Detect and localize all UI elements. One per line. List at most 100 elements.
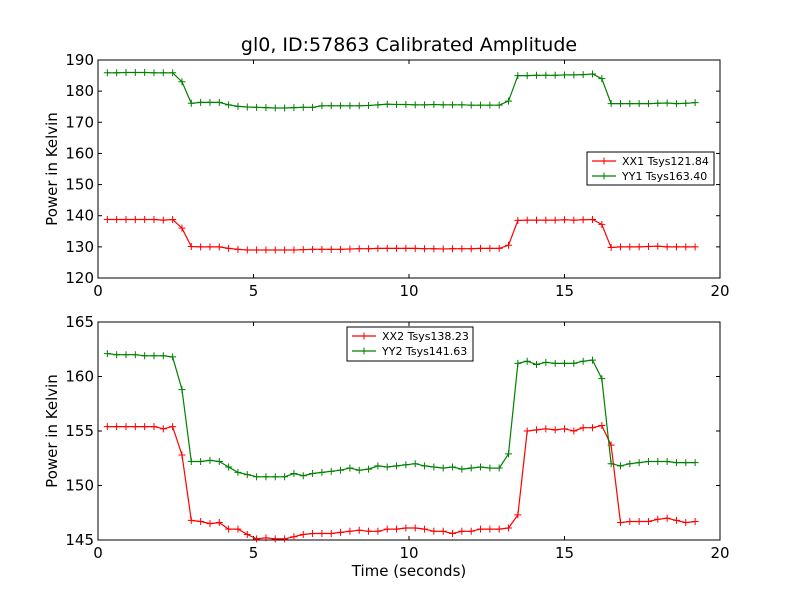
- data-point: [122, 215, 130, 223]
- data-point: [215, 243, 223, 251]
- data-point: [299, 472, 307, 480]
- data-point: [551, 216, 559, 224]
- data-point: [318, 102, 326, 110]
- chart-title: gl0, ID:57863 Calibrated Amplitude: [240, 34, 578, 56]
- data-point: [131, 351, 139, 359]
- x-tick-label: 0: [93, 282, 103, 300]
- data-point: [411, 524, 419, 532]
- data-point: [421, 101, 429, 109]
- data-point: [626, 243, 634, 251]
- data-point: [570, 71, 578, 79]
- data-point: [187, 243, 195, 251]
- data-point: [691, 243, 699, 251]
- data-point: [355, 466, 363, 474]
- data-point: [243, 246, 251, 254]
- data-point: [290, 104, 298, 112]
- data-point: [159, 69, 167, 77]
- data-point: [243, 471, 251, 479]
- data-point: [421, 245, 429, 253]
- data-point: [197, 458, 205, 466]
- data-point: [467, 101, 475, 109]
- data-point: [169, 69, 177, 77]
- y-tick-label: 155: [65, 422, 94, 440]
- data-point: [383, 100, 391, 108]
- series-2: [103, 350, 699, 481]
- legend-label: YY2 Tsys141.63: [381, 345, 467, 358]
- y-tick-label: 165: [65, 313, 94, 331]
- x-tick-label: 10: [399, 282, 418, 300]
- data-point: [309, 245, 317, 253]
- data-point: [439, 464, 447, 472]
- data-point: [607, 243, 615, 251]
- data-point: [141, 352, 149, 360]
- data-point: [672, 243, 680, 251]
- data-point: [561, 425, 568, 433]
- legend-marker: [600, 172, 608, 180]
- data-point: [551, 71, 559, 79]
- data-point: [215, 458, 223, 466]
- data-point: [495, 101, 503, 109]
- data-point: [234, 245, 242, 253]
- data-point: [514, 511, 522, 519]
- data-point: [159, 216, 167, 224]
- data-point: [327, 529, 335, 537]
- y-axis-label: Power in Kelvin: [43, 374, 61, 488]
- data-point: [682, 243, 690, 251]
- data-point: [318, 468, 326, 476]
- data-point: [411, 101, 419, 109]
- data-point: [523, 427, 531, 435]
- data-point: [253, 103, 261, 111]
- data-point: [654, 99, 662, 107]
- data-point: [505, 450, 513, 458]
- data-point: [290, 533, 298, 541]
- data-point: [616, 243, 624, 251]
- data-point: [393, 525, 401, 533]
- data-point: [616, 100, 624, 108]
- data-point: [402, 524, 410, 532]
- data-point: [598, 75, 606, 83]
- data-point: [346, 464, 354, 472]
- y-tick-label: 150: [65, 176, 94, 194]
- data-point: [262, 104, 270, 112]
- y-tick-label: 130: [65, 238, 94, 256]
- x-tick-label: 15: [555, 544, 574, 562]
- data-point: [616, 519, 624, 527]
- data-point: [505, 241, 513, 249]
- y-axis-label: Power in Kelvin: [43, 112, 61, 226]
- data-point: [197, 517, 205, 525]
- data-point: [644, 458, 652, 466]
- data-point: [197, 243, 205, 251]
- y-tick-label: 140: [65, 207, 94, 225]
- data-point: [495, 525, 503, 533]
- data-point: [533, 216, 541, 224]
- data-point: [598, 375, 606, 383]
- y-tick-label: 180: [65, 82, 94, 100]
- data-point: [430, 245, 438, 253]
- series-1: [103, 215, 699, 254]
- data-point: [150, 215, 158, 223]
- data-point: [514, 359, 522, 367]
- data-point: [374, 101, 382, 109]
- data-point: [178, 224, 186, 232]
- data-point: [635, 517, 643, 525]
- data-point: [579, 357, 587, 365]
- data-point: [691, 99, 699, 107]
- data-point: [626, 460, 634, 468]
- data-point: [654, 515, 662, 523]
- legend-marker: [600, 157, 608, 165]
- data-point: [635, 100, 643, 108]
- data-point: [663, 99, 671, 107]
- data-point: [644, 517, 652, 525]
- data-point: [579, 216, 587, 224]
- data-point: [402, 244, 410, 252]
- data-point: [421, 525, 429, 533]
- data-point: [635, 459, 643, 467]
- data-point: [505, 97, 513, 105]
- y-tick-label: 150: [65, 477, 94, 495]
- series-line: [107, 71, 696, 109]
- data-point: [533, 361, 541, 369]
- data-point: [607, 100, 615, 108]
- data-point: [141, 215, 149, 223]
- data-point: [131, 68, 139, 76]
- data-point: [383, 463, 391, 471]
